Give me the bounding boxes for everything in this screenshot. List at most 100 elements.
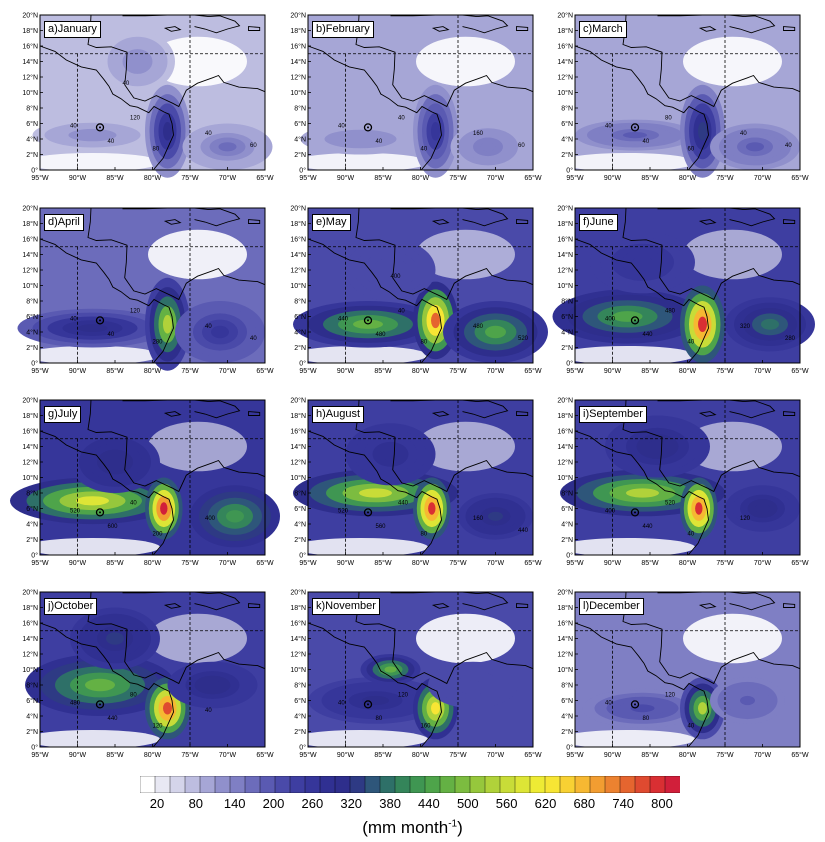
colorbar-swatch bbox=[154, 776, 171, 793]
rain-band bbox=[480, 142, 496, 152]
coastline-hispaniola bbox=[194, 591, 241, 611]
contour-label: 40 bbox=[108, 332, 115, 338]
coastline-puerto-rico bbox=[248, 219, 261, 224]
contour-label: 520 bbox=[665, 501, 676, 507]
lat-tick-label: 2°N bbox=[26, 536, 38, 544]
lon-tick-label: 85°W bbox=[106, 174, 124, 182]
lat-tick-label: 2°N bbox=[26, 344, 38, 352]
colorbar-swatch bbox=[604, 776, 621, 793]
dry-zone-south bbox=[293, 152, 428, 172]
lat-tick-label: 12°N bbox=[290, 267, 306, 275]
lon-tick-label: 80°W bbox=[679, 559, 697, 567]
lon-tick-label: 95°W bbox=[566, 174, 584, 182]
lat-tick-label: 4°N bbox=[294, 713, 306, 721]
dry-zone-south bbox=[25, 537, 160, 557]
panel-title: g)July bbox=[44, 406, 82, 423]
lat-tick-label: 14°N bbox=[22, 251, 38, 259]
lon-tick-label: 90°W bbox=[604, 751, 622, 759]
lon-tick-label: 80°W bbox=[679, 751, 697, 759]
map-panel: 40 80 120 160 0° 2°N 4°N 6°N 8°N 10°N 12°N 14°N 16°N… bbox=[290, 589, 542, 760]
lat-tick-label: 18°N bbox=[290, 604, 306, 612]
station-marker-dot bbox=[367, 319, 369, 322]
lon-tick-label: 90°W bbox=[337, 751, 355, 759]
lat-tick-label: 0° bbox=[31, 744, 38, 752]
contour-label: 40 bbox=[421, 147, 428, 153]
lat-tick-label: 10°N bbox=[290, 282, 306, 290]
lon-tick-label: 70°W bbox=[754, 367, 772, 375]
coastline-pacific bbox=[39, 238, 174, 364]
lon-tick-label: 65°W bbox=[524, 367, 542, 375]
contour-label: 40 bbox=[605, 123, 612, 129]
contour-label: 560 bbox=[376, 524, 387, 530]
map-svg: 440 480 40 80 480 520 400 0° 2°N 4°N 6°N 8°N 10°N 12°… bbox=[290, 205, 548, 375]
panel-title: e)May bbox=[312, 214, 351, 231]
rain-band bbox=[698, 702, 707, 715]
lon-tick-label: 85°W bbox=[374, 559, 392, 567]
lon-tick-label: 95°W bbox=[299, 559, 317, 567]
lat-tick-label: 10°N bbox=[22, 474, 38, 482]
lon-tick-label: 95°W bbox=[31, 751, 49, 759]
lon-tick-label: 80°W bbox=[679, 367, 697, 375]
lat-tick-label: 6°N bbox=[26, 120, 38, 128]
lat-tick-label: 8°N bbox=[26, 105, 38, 113]
colorbar-swatch bbox=[199, 776, 216, 793]
station-marker-dot bbox=[367, 511, 369, 514]
lon-tick-label: 95°W bbox=[299, 367, 317, 375]
coastline-hispaniola bbox=[729, 591, 776, 611]
rain-band bbox=[163, 315, 172, 334]
colorbar-tick-label: 140 bbox=[223, 796, 246, 811]
lat-tick-label: 4°N bbox=[561, 329, 573, 337]
contour-label: 40 bbox=[740, 131, 747, 137]
rain-band bbox=[106, 632, 124, 645]
contour-label: 80 bbox=[665, 116, 672, 122]
contour-label: 40 bbox=[130, 501, 137, 507]
colorbar-swatch bbox=[559, 776, 576, 793]
lon-tick-label: 75°W bbox=[181, 367, 199, 375]
lat-tick-label: 14°N bbox=[22, 443, 38, 451]
rain-band bbox=[740, 695, 755, 706]
coastline-puerto-rico bbox=[516, 603, 529, 608]
lat-tick-label: 0° bbox=[299, 360, 306, 368]
lon-tick-label: 75°W bbox=[181, 559, 199, 567]
coastline-puerto-rico bbox=[516, 26, 529, 31]
lat-tick-label: 10°N bbox=[290, 666, 306, 674]
lat-tick-label: 2°N bbox=[294, 151, 306, 159]
lon-tick-label: 70°W bbox=[487, 174, 505, 182]
dry-zone-south bbox=[560, 729, 695, 749]
rain-band bbox=[647, 440, 668, 453]
panel-title: k)November bbox=[312, 598, 380, 615]
lat-tick-label: 20°N bbox=[557, 12, 573, 20]
lat-tick-label: 12°N bbox=[22, 74, 38, 82]
map-svg: 40 40 120 280 40 40 0° 2°N 4°N 6°N 8°N 10°N 12°N 14°N… bbox=[17, 205, 274, 375]
rain-band bbox=[203, 680, 222, 690]
contour-label: 480 bbox=[376, 332, 387, 338]
lat-tick-label: 4°N bbox=[26, 136, 38, 144]
coastline-hispaniola bbox=[462, 14, 509, 34]
lat-tick-label: 16°N bbox=[22, 428, 38, 436]
colorbar-swatch bbox=[274, 776, 291, 793]
coastline-caribbean bbox=[87, 399, 266, 493]
lon-tick-label: 75°W bbox=[449, 751, 467, 759]
lat-tick-label: 16°N bbox=[557, 236, 573, 244]
station-marker bbox=[95, 123, 105, 132]
station-marker bbox=[95, 316, 105, 325]
lon-tick-label: 90°W bbox=[604, 559, 622, 567]
lat-tick-label: 0° bbox=[566, 552, 573, 560]
contour-label: 40 bbox=[688, 532, 695, 538]
rain-band bbox=[362, 695, 389, 706]
lat-tick-label: 12°N bbox=[290, 74, 306, 82]
colorbar-swatch bbox=[514, 776, 531, 793]
lat-tick-label: 0° bbox=[31, 360, 38, 368]
dry-zone-south bbox=[293, 345, 428, 365]
lon-tick-label: 70°W bbox=[219, 559, 237, 567]
map-panel: 40 80 120 40 0° 2°N 4°N 6°N 8°N 10°N 12°N 14°N 16°N 1… bbox=[557, 589, 809, 760]
map-panel: 40 40 120 80 40 60 40 0° 2°N 4°N 6°N 8°N 10°N 12°N 14°… bbox=[22, 12, 274, 183]
coastline-jamaica bbox=[431, 411, 450, 417]
lon-tick-label: 95°W bbox=[31, 559, 49, 567]
rain-band bbox=[76, 496, 109, 506]
contour-label: 440 bbox=[643, 524, 654, 530]
rain-band bbox=[698, 316, 707, 332]
lat-tick-label: 16°N bbox=[290, 620, 306, 628]
lat-tick-label: 12°N bbox=[22, 651, 38, 659]
dry-zone-south bbox=[560, 345, 695, 365]
